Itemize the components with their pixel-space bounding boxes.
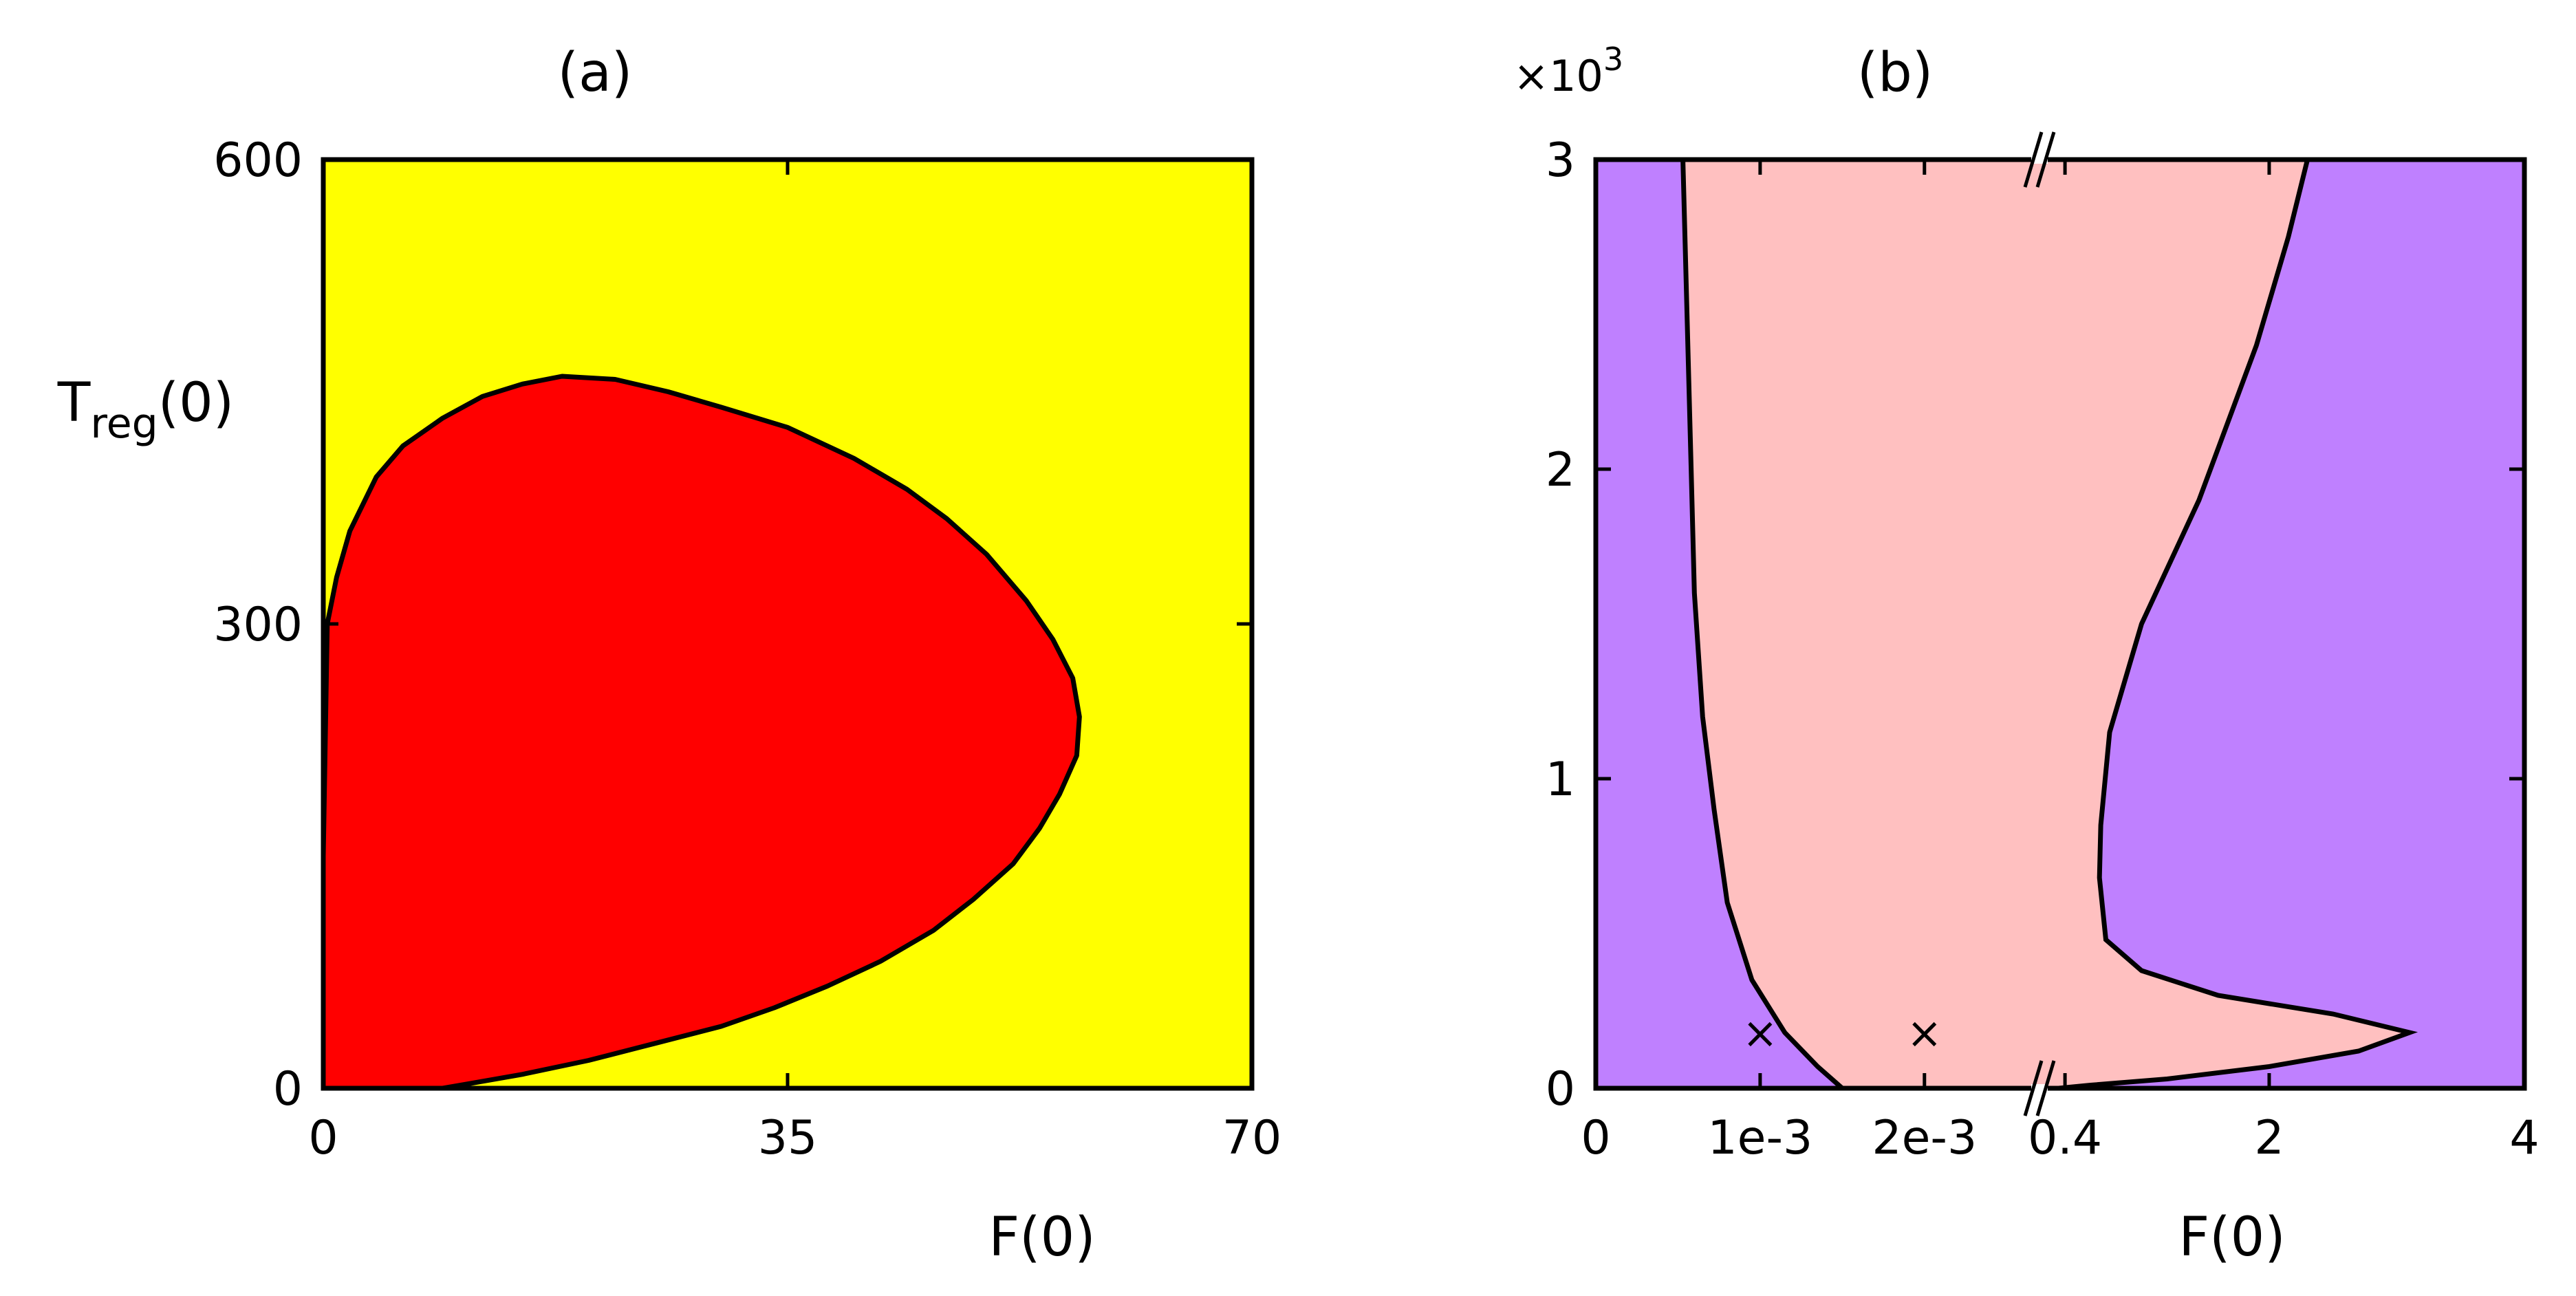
scale-exponent: 3 [1603,41,1623,78]
panel-a: 0 35 70 0 300 600 (a) F(0) Treg(0) [57,42,1282,1268]
x-tick-label: 0 [308,1111,338,1165]
x-tick-label: 70 [1222,1111,1282,1165]
panel-b-title: (b) [1857,42,1933,104]
panel-b-y-scale-label: ×103 [1513,41,1623,101]
x-tick-label: 2 [2254,1111,2284,1165]
y-tick-label: 300 [213,598,303,652]
panel-a-title: (a) [558,42,633,104]
panel-b-right-boundary [2058,159,2418,1091]
x-tick-label: 4 [2509,1111,2539,1165]
x-marker: × [1742,1008,1778,1058]
x-tick-label: 1e-3 [1707,1111,1812,1165]
axis-break-mark [2023,1060,2044,1116]
y-label-main: T [57,372,91,434]
panel-b-pink-region [1682,160,2410,1088]
panel-b-axis-breaks [2023,131,2056,1116]
panel-a-red-region [321,374,1082,1091]
y-label-tail: (0) [158,372,235,434]
x-tick-label: 35 [758,1111,818,1165]
y-tick-label: 0 [273,1062,303,1116]
axis-break-mark [2035,131,2056,188]
panel-b-frame [1593,157,2527,1091]
panel-a-tick-labels: 0 35 70 0 300 600 [213,133,1281,1165]
panel-a-y-axis-label: Treg(0) [57,372,235,448]
x-tick-label: 0.4 [2028,1111,2102,1165]
panel-a-x-axis-label: F(0) [988,1207,1095,1268]
axis-break-mark [2035,1060,2056,1116]
y-tick-label: 1 [1546,753,1575,807]
panel-b-tick-labels: 0 1e-3 2e-3 0.4 2 4 0 1 2 3 [1546,133,2540,1165]
scale-prefix: ×10 [1513,51,1603,101]
panel-b-ticks [1594,158,2526,1090]
y-tick-label: 0 [1546,1062,1575,1116]
y-tick-label: 3 [1546,133,1575,188]
panel-a-ticks [321,158,1254,1090]
x-tick-label: 0 [1581,1111,1610,1165]
x-marker: × [1907,1008,1942,1058]
x-tick-label: 2e-3 [1872,1111,1977,1165]
axis-break-mark [2023,131,2044,188]
panel-b-left-boundary [1680,159,1844,1090]
panel-b-markers: × × [1742,1008,1942,1058]
y-tick-label: 600 [213,133,303,188]
y-tick-label: 2 [1546,443,1575,497]
y-label-subscript: reg [90,400,158,448]
panel-b-x-axis-label: F(0) [2178,1207,2285,1268]
